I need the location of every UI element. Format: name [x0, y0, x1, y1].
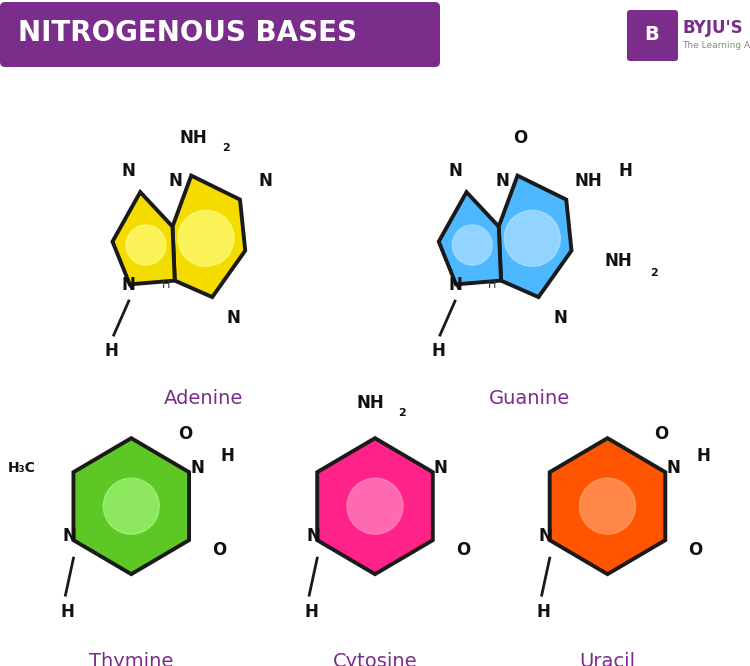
- Text: O: O: [654, 425, 668, 443]
- Text: H: H: [431, 342, 445, 360]
- Text: BYJU'S: BYJU'S: [682, 19, 742, 37]
- FancyBboxPatch shape: [627, 10, 678, 61]
- Text: O: O: [688, 541, 703, 559]
- Circle shape: [347, 478, 403, 534]
- Polygon shape: [172, 176, 245, 297]
- Text: N: N: [62, 527, 76, 545]
- Text: N: N: [553, 309, 567, 327]
- Text: NH: NH: [356, 394, 384, 412]
- Text: N: N: [538, 527, 553, 545]
- Text: N: N: [306, 527, 320, 545]
- Text: N: N: [448, 162, 462, 180]
- Text: NH: NH: [574, 172, 602, 190]
- Polygon shape: [317, 438, 433, 574]
- Circle shape: [504, 210, 560, 266]
- Polygon shape: [112, 192, 175, 284]
- Text: O: O: [212, 541, 226, 559]
- Text: O: O: [513, 129, 527, 147]
- Text: H: H: [161, 280, 170, 290]
- Text: N: N: [495, 172, 509, 190]
- Text: H: H: [488, 280, 496, 290]
- Text: N: N: [448, 276, 462, 294]
- Text: H: H: [537, 603, 550, 621]
- Polygon shape: [499, 176, 572, 297]
- Text: O: O: [456, 541, 470, 559]
- Text: N: N: [226, 309, 241, 327]
- FancyBboxPatch shape: [0, 2, 440, 67]
- Circle shape: [126, 225, 166, 265]
- Text: N: N: [169, 172, 183, 190]
- Circle shape: [452, 225, 492, 265]
- Text: H: H: [696, 447, 710, 465]
- Text: N: N: [190, 459, 204, 477]
- Text: B: B: [644, 25, 659, 45]
- Text: N: N: [433, 459, 448, 477]
- Text: Guanine: Guanine: [489, 388, 571, 408]
- Text: 2: 2: [398, 408, 406, 418]
- Text: N: N: [666, 459, 680, 477]
- Text: NH: NH: [604, 252, 631, 270]
- Text: NH: NH: [180, 129, 208, 147]
- Text: H₃C: H₃C: [8, 461, 35, 475]
- Polygon shape: [74, 438, 189, 574]
- Polygon shape: [439, 192, 501, 284]
- Text: H: H: [220, 447, 234, 465]
- Text: NITROGENOUS BASES: NITROGENOUS BASES: [18, 19, 357, 47]
- Text: Cytosine: Cytosine: [333, 651, 417, 666]
- Polygon shape: [550, 438, 665, 574]
- Text: N: N: [122, 276, 136, 294]
- Text: O: O: [178, 425, 192, 443]
- Text: H: H: [105, 342, 118, 360]
- Text: 2: 2: [650, 268, 658, 278]
- Circle shape: [580, 478, 635, 534]
- Text: N: N: [122, 162, 136, 180]
- Circle shape: [178, 210, 234, 266]
- Circle shape: [104, 478, 159, 534]
- Text: H: H: [618, 162, 632, 180]
- Text: N: N: [259, 172, 273, 190]
- Text: H: H: [304, 603, 318, 621]
- Text: The Learning App: The Learning App: [682, 41, 750, 51]
- Text: Adenine: Adenine: [164, 388, 244, 408]
- Text: Uracil: Uracil: [580, 651, 635, 666]
- Text: Thymine: Thymine: [89, 651, 173, 666]
- Text: 2: 2: [222, 143, 230, 153]
- Text: H: H: [61, 603, 74, 621]
